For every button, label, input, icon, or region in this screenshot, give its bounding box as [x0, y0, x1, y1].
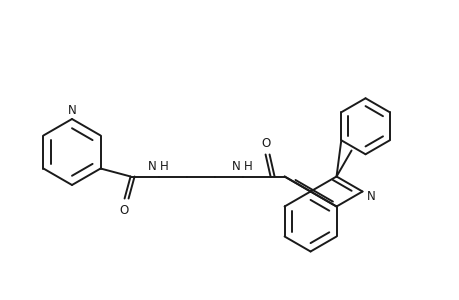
Text: N: N: [366, 190, 375, 202]
Text: N: N: [147, 160, 156, 173]
Text: H: H: [243, 160, 252, 173]
Text: O: O: [119, 203, 128, 217]
Text: H: H: [159, 160, 168, 173]
Text: O: O: [260, 136, 269, 149]
Text: N: N: [67, 104, 76, 117]
Text: N: N: [231, 160, 240, 173]
